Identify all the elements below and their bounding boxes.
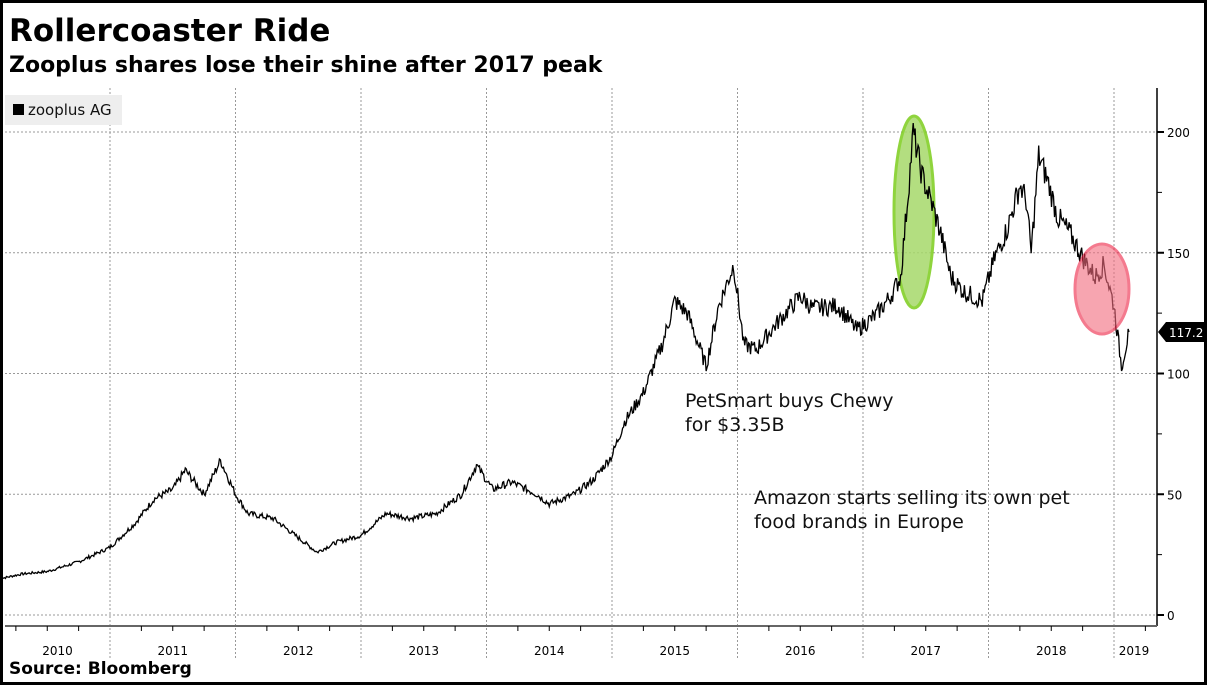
x-tick-label: 2019 (1119, 644, 1150, 658)
x-tick-label: 2017 (910, 644, 941, 658)
chart-frame: Rollercoaster Ride Zooplus shares lose t… (3, 3, 1204, 682)
x-tick-label: 2014 (534, 644, 565, 658)
chart-subtitle: Zooplus shares lose their shine after 20… (9, 53, 603, 78)
annotation-text: PetSmart buys Chewy (685, 390, 894, 412)
chart-title: Rollercoaster Ride (9, 13, 331, 49)
y-tick-label: 50 (1167, 488, 1182, 502)
green-highlight-ellipse (892, 114, 936, 310)
legend-label: zooplus AG (28, 101, 112, 119)
red-highlight-ellipse (1073, 242, 1131, 336)
x-tick-label: 2011 (157, 644, 188, 658)
x-tick-label: 2018 (1036, 644, 1067, 658)
x-tick-label: 2012 (283, 644, 314, 658)
source-note: Source: Bloomberg (9, 659, 192, 679)
last-value-label: 117.20 (1169, 326, 1204, 340)
y-tick-label: 150 (1167, 247, 1190, 261)
y-tick-label: 0 (1167, 609, 1175, 623)
y-tick-label: 100 (1167, 368, 1190, 382)
annotation-text: Amazon starts selling its own pet (754, 487, 1070, 509)
x-tick-label: 2010 (42, 644, 73, 658)
x-tick-label: 2013 (408, 644, 439, 658)
annotation-text: food brands in Europe (754, 511, 964, 533)
last-value-tag (1158, 321, 1204, 342)
legend: zooplus AG (5, 95, 122, 125)
x-tick-label: 2016 (785, 644, 816, 658)
legend-swatch (13, 104, 24, 115)
plot-area: 0 50 100 150 200 2010 2011 2012 2013 2014 2015 2016… (3, 88, 1204, 658)
annotation-text: for $3.35B (685, 414, 785, 436)
x-tick-label: 2015 (659, 644, 690, 658)
price-line-zooplus (3, 122, 1130, 580)
y-tick-label: 200 (1167, 126, 1190, 140)
